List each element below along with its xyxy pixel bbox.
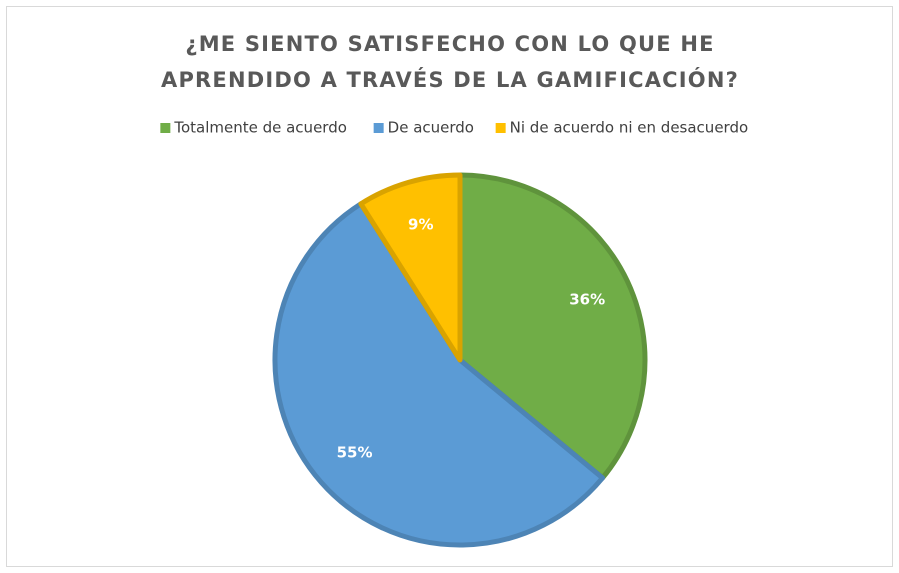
legend-label: Totalmente de acuerdo <box>173 119 347 137</box>
legend-swatch <box>495 123 506 133</box>
legend-label: De acuerdo <box>388 119 474 137</box>
data-label: 9% <box>408 215 433 233</box>
chart-title: ¿ME SIENTO SATISFECHO CON LO QUE HE APRE… <box>161 32 739 92</box>
pie-slice <box>358 172 463 363</box>
data-label: 36% <box>569 291 605 309</box>
data-label: 55% <box>337 443 373 461</box>
legend-swatch <box>373 123 384 133</box>
legend-swatch <box>160 123 171 133</box>
pie-slice <box>457 172 648 481</box>
legend-label: Ni de acuerdo ni en desacuerdo <box>510 119 749 137</box>
pie-slice <box>272 201 606 548</box>
